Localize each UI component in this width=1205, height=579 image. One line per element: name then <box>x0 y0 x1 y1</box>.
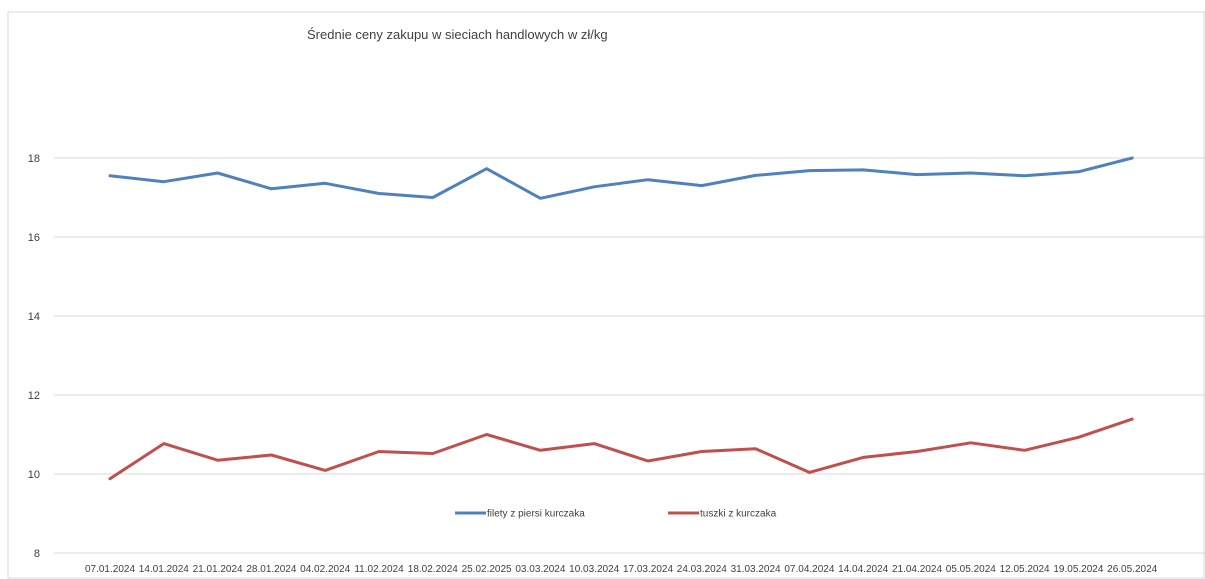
legend-label-2: tuszki z kurczaka <box>700 509 777 520</box>
x-tick-label: 03.03.2024 <box>515 564 565 575</box>
legend: filety z piersi kurczaka tuszki z kurczak… <box>455 509 777 520</box>
x-tick-label: 14.01.2024 <box>139 564 189 575</box>
y-tick-label: 14 <box>28 311 40 323</box>
x-tick-label: 21.01.2024 <box>193 564 243 575</box>
x-tick-label: 04.02.2024 <box>300 564 350 575</box>
chart-area-border <box>7 11 1205 579</box>
y-tick-label: 8 <box>34 548 40 560</box>
x-tick-label: 25.02.2025 <box>462 564 512 575</box>
x-tick-label: 05.05.2024 <box>946 564 996 575</box>
x-tick-label: 12.05.2024 <box>1000 564 1050 575</box>
gridlines <box>54 157 1205 554</box>
y-tick-label: 18 <box>28 153 40 165</box>
x-axis-tick-labels: 07.01.2024 14.01.2024 21.01.2024 28.01.2024… <box>85 564 1158 575</box>
y-tick-label: 10 <box>28 469 40 481</box>
x-tick-label: 19.05.2024 <box>1053 564 1103 575</box>
x-tick-label: 11.02.2024 <box>354 564 404 575</box>
x-tick-label: 31.03.2024 <box>731 564 781 575</box>
x-tick-label: 07.01.2024 <box>85 564 135 575</box>
y-axis-tick-labels: 8 10 12 14 16 18 <box>28 153 40 560</box>
series-line-1 <box>108 156 1134 200</box>
x-tick-label: 24.03.2024 <box>677 564 727 575</box>
series-line-2 <box>108 417 1134 481</box>
chart-title: Średnie ceny zakupu w sieciach handlowyc… <box>307 27 608 42</box>
x-tick-label: 26.05.2024 <box>1107 564 1157 575</box>
data-series <box>108 156 1134 481</box>
x-tick-label: 21.04.2024 <box>892 564 942 575</box>
x-tick-label: 07.04.2024 <box>784 564 834 575</box>
y-tick-label: 16 <box>28 232 40 244</box>
x-tick-label: 14.04.2024 <box>838 564 888 575</box>
legend-label-1: filety z piersi kurczaka <box>487 509 585 520</box>
x-tick-label: 28.01.2024 <box>246 564 296 575</box>
x-tick-label: 18.02.2024 <box>408 564 458 575</box>
x-tick-label: 17.03.2024 <box>623 564 673 575</box>
y-tick-label: 12 <box>28 390 40 402</box>
x-tick-label: 10.03.2024 <box>569 564 619 575</box>
